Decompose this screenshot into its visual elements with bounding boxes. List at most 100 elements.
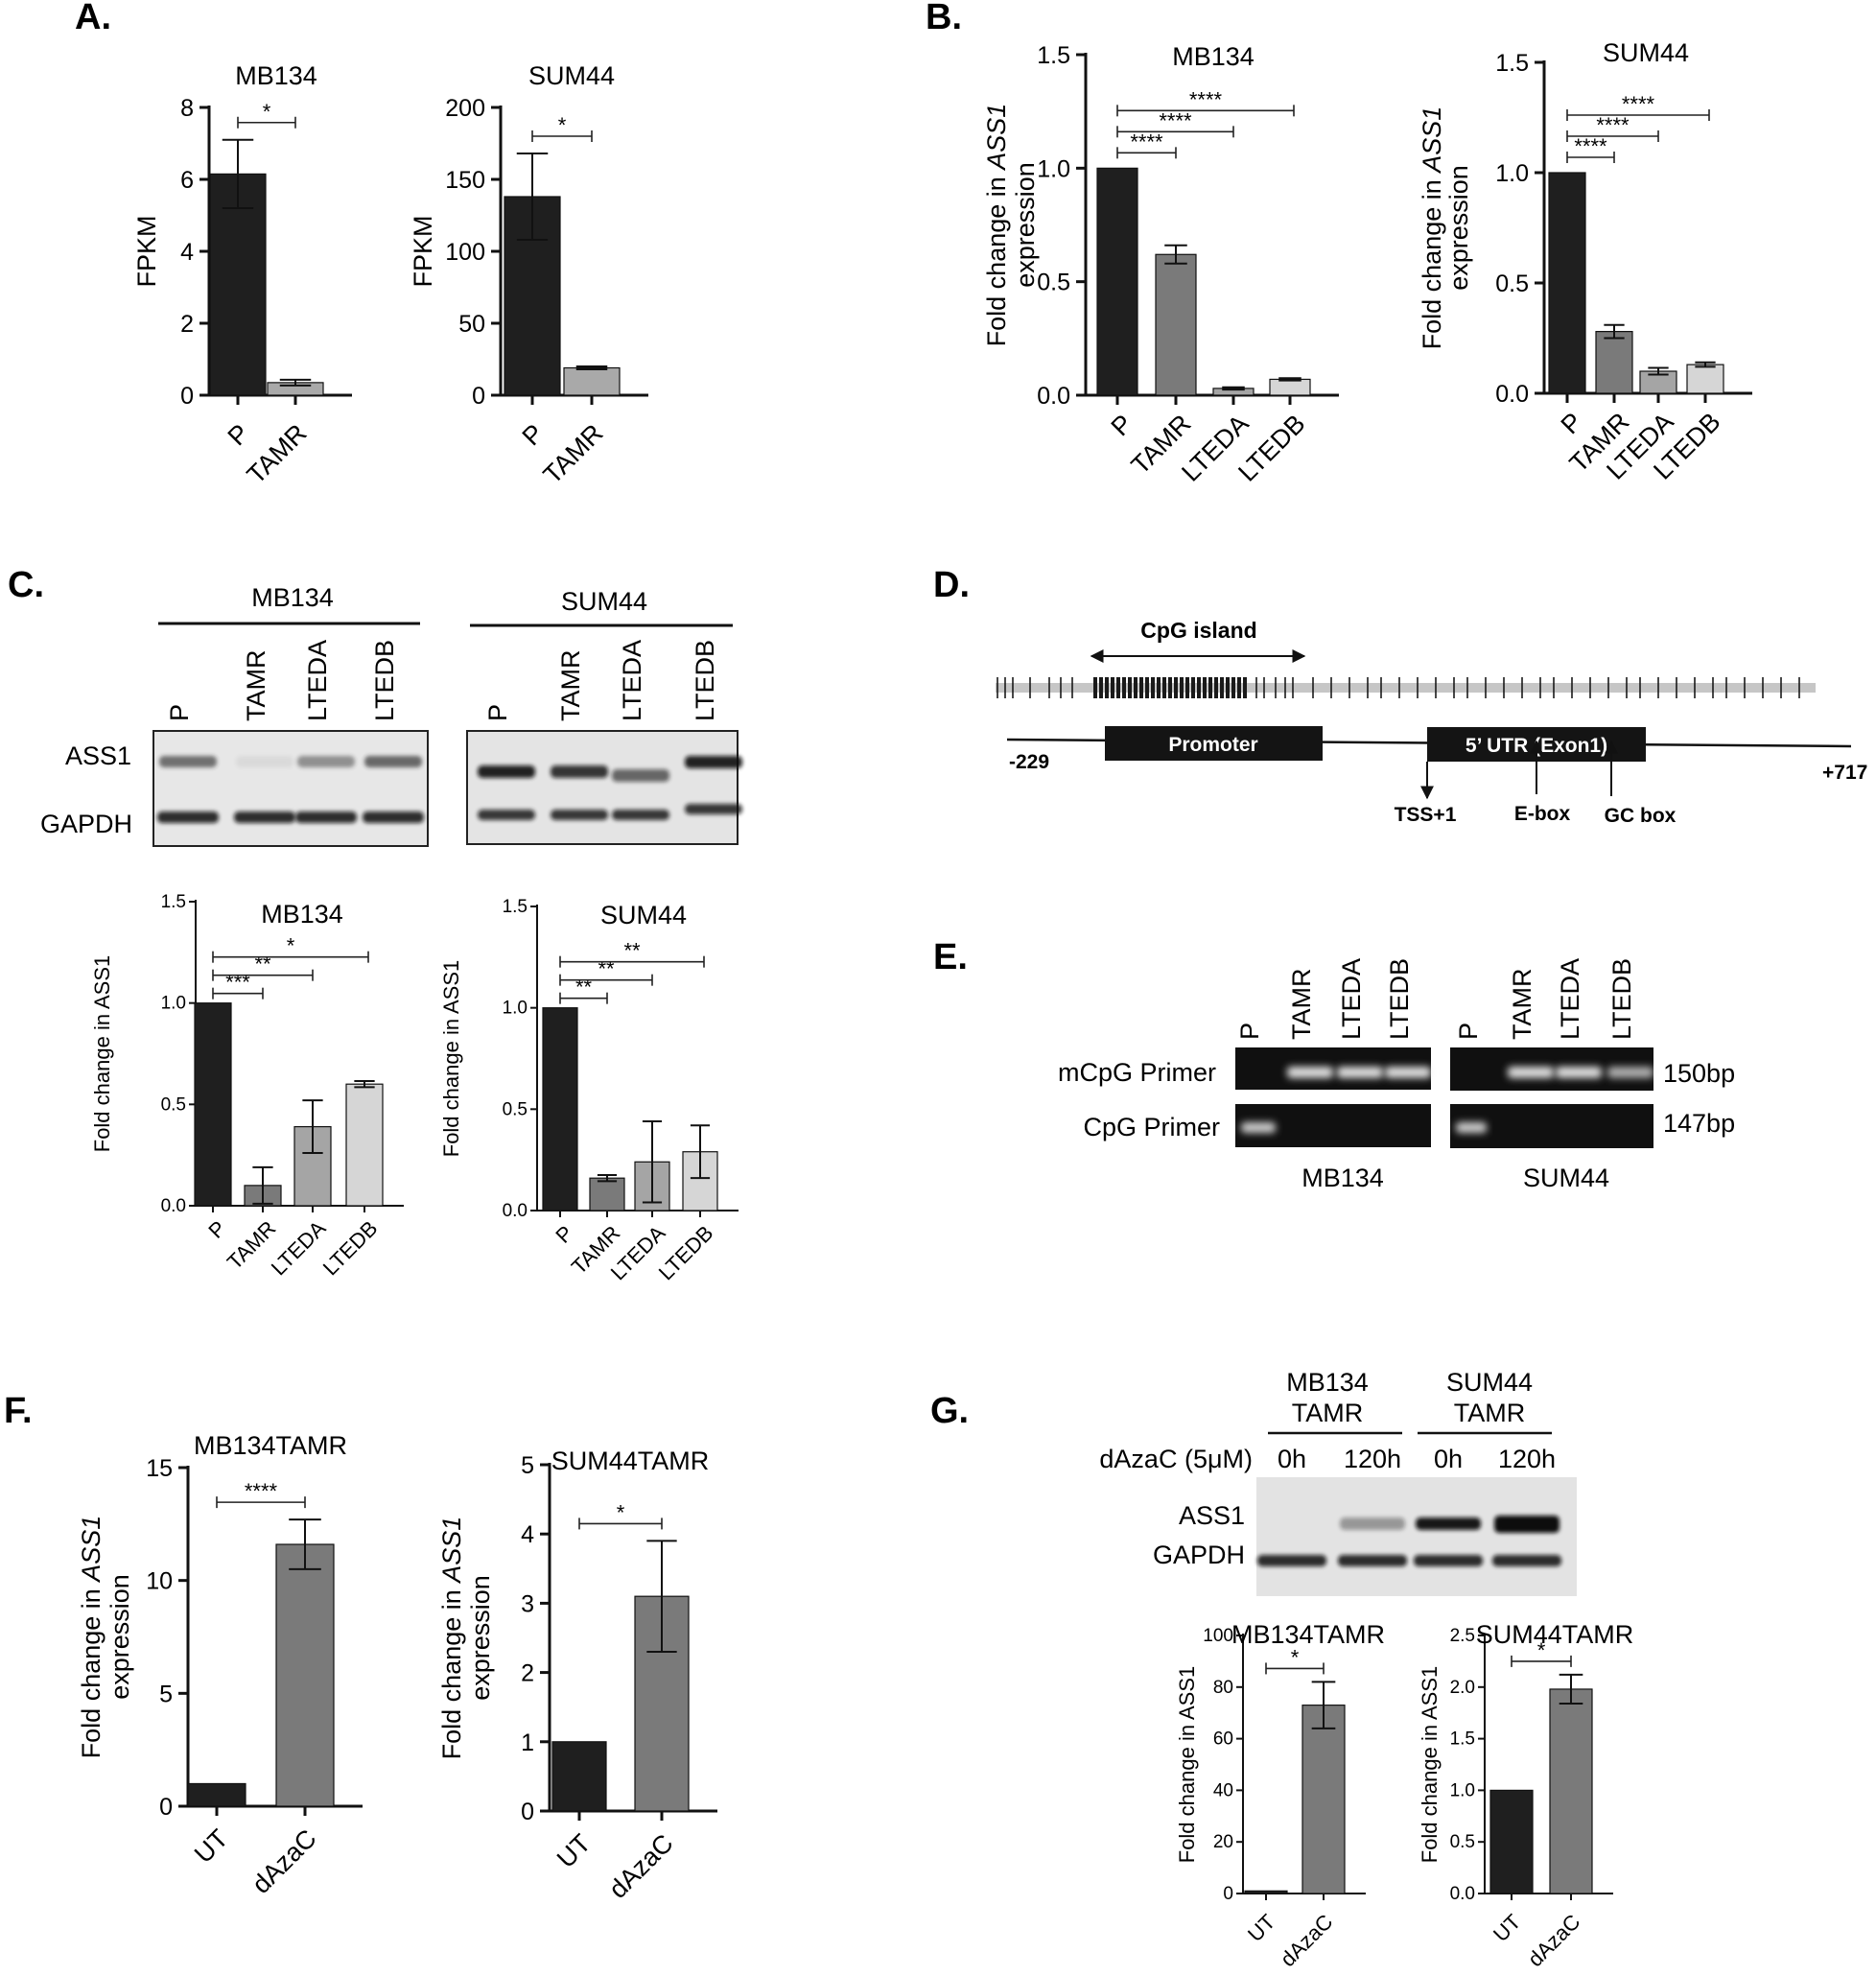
- significance-label: *: [263, 100, 271, 124]
- cpg-site-ticks: [997, 677, 1800, 698]
- y-tick-label: 0.0: [503, 1201, 528, 1221]
- gel-e: P TAMR LTEDA LTEDB P TAMR LTEDA LTEDB mCpG Prim…: [1058, 958, 1735, 1192]
- category-label: dAzaC: [603, 1828, 679, 1904]
- y-tick-label: 15: [146, 1455, 173, 1482]
- significance-label: ****: [1130, 129, 1163, 153]
- bar-p: [542, 1007, 578, 1211]
- significance-label: ****: [1622, 92, 1655, 116]
- category-label: P: [203, 1216, 230, 1243]
- y-tick-label: 60: [1213, 1729, 1233, 1750]
- y-tick-label: 1.0: [1495, 160, 1529, 187]
- lane-label-p: P: [483, 704, 512, 721]
- category-label: P: [551, 1221, 577, 1248]
- y-axis-label: FPKM: [132, 215, 161, 287]
- blot-c-lane-labels-left: P TAMR LTEDA LTEDB: [165, 640, 399, 721]
- gcbox-label: GC box: [1605, 805, 1677, 827]
- band-gapdh: [234, 812, 295, 823]
- y-tick-label: 1.5: [1495, 50, 1529, 77]
- gel-e-lane-labels: P TAMR LTEDA LTEDB P TAMR LTEDA LTEDB: [1235, 958, 1636, 1040]
- band-gapdh: [612, 810, 669, 820]
- band-gapdh: [478, 810, 535, 820]
- band-ass1: [685, 756, 742, 768]
- band-mcpg: [1556, 1067, 1602, 1078]
- chart-title: SUM44: [1603, 38, 1689, 67]
- bar-tamr: [1155, 253, 1197, 396]
- significance-label: **: [623, 939, 641, 963]
- category-label: LTEDB: [654, 1221, 718, 1285]
- category-label: dAzaC: [1276, 1910, 1337, 1971]
- blot-g-treatment: dAzaC (5μM): [1099, 1445, 1253, 1473]
- band-ass1: [297, 756, 355, 767]
- y-axis-label: Fold change in ASS1: [1418, 1666, 1442, 1863]
- y-axis-label: Fold change in ASS1: [437, 1517, 466, 1760]
- bar-tamr: [589, 1177, 625, 1211]
- chart-title: SUM44TAMR: [1476, 1620, 1634, 1649]
- bar-ltedb: [1269, 378, 1311, 396]
- blot-c-lane-labels-right: P TAMR LTEDA LTEDB: [483, 640, 719, 721]
- chart-c-mb134: 0.00.51.01.5 MB134PTAMRLTEDALTEDB******Fo…: [90, 892, 404, 1280]
- category-label: UT: [1489, 1910, 1525, 1946]
- y-tick-label: 0.0: [1450, 1884, 1475, 1904]
- y-tick-label: 100: [1203, 1626, 1233, 1646]
- y-tick-label: 3: [521, 1590, 534, 1617]
- chart-f-mb134tamr: 0 5 10 15 MB134TAMR UT dAzaC **** Fold change in…: [77, 1431, 363, 1899]
- y-tick-label: 0.5: [161, 1094, 186, 1115]
- lane-label-lteda: LTEDA: [618, 640, 646, 721]
- panel-label-a: A.: [75, 0, 111, 37]
- y-tick-label: 0.5: [1037, 270, 1070, 296]
- band-mcpg: [1385, 1067, 1431, 1078]
- y-tick-label: 4: [521, 1521, 534, 1548]
- y-tick-label: 2.5: [1450, 1626, 1475, 1646]
- blot-c-membrane-left: [152, 730, 429, 847]
- y-tick-label: 0: [1223, 1884, 1233, 1904]
- y-tick-label: 0.5: [1450, 1832, 1475, 1852]
- gel-e-size-147: 147bp: [1663, 1109, 1735, 1138]
- gel-e-size-150: 150bp: [1663, 1059, 1735, 1088]
- blot-c: MB134 SUM44 P TAMR LTEDA LTEDB P TAMR LTEDA LT…: [40, 583, 742, 847]
- significance-label: ****: [1574, 134, 1607, 158]
- gene-end-label: +717: [1822, 762, 1867, 784]
- chart-b-mb134: 0.00.51.01.5 MB134PTAMRLTEDALTEDB********…: [982, 42, 1339, 487]
- y-tick-label: 2: [180, 311, 194, 338]
- bar-ltedb: [1686, 364, 1724, 394]
- category-label: dAzaC: [246, 1823, 322, 1899]
- y-tick-label: 0.0: [1037, 383, 1070, 410]
- significance-label: *: [617, 1500, 625, 1524]
- y-axis-label-text: FPKM: [132, 215, 161, 287]
- blot-c-bands: [157, 756, 742, 823]
- lane-label-tamr: TAMR: [1287, 969, 1316, 1041]
- category-label: LTEDA: [267, 1216, 331, 1281]
- band-mcpg: [1508, 1067, 1554, 1078]
- lane-label-p: P: [1235, 1023, 1264, 1040]
- panel-label-f: F.: [4, 1391, 33, 1431]
- band-ass1: [364, 756, 422, 767]
- band-gapdh: [685, 804, 742, 814]
- bar-dazac: [275, 1543, 335, 1807]
- y-tick-label: 1.0: [1450, 1780, 1475, 1800]
- y-axis-label-text: Fold change in ASS1: [1175, 1666, 1199, 1863]
- band-mcpg: [1337, 1067, 1383, 1078]
- panel-label-c: C.: [8, 565, 44, 605]
- significance-label: ****: [1159, 108, 1192, 132]
- y-axis-label: Fold change in ASS1: [77, 1516, 106, 1759]
- y-axis-label-line2: expression: [466, 1575, 495, 1701]
- y-tick-label: 0: [521, 1799, 534, 1825]
- lane-label-p: P: [165, 704, 194, 721]
- chart-title: MB134TAMR: [194, 1431, 347, 1460]
- y-tick-label: 1.5: [1037, 42, 1070, 69]
- y-axis-label-text: Fold change in: [982, 170, 1011, 347]
- cpg-track: [996, 683, 1816, 693]
- category-label: P: [517, 418, 550, 451]
- band-ass1: [159, 756, 217, 767]
- promoter-box: [1105, 726, 1323, 761]
- y-axis-label: Fold change in ASS1: [982, 104, 1011, 347]
- ebox-label: E-box: [1514, 803, 1571, 825]
- chart-title: SUM44: [600, 901, 687, 929]
- cpg-island-label: CpG island: [1140, 618, 1256, 643]
- blot-c-row-ass1: ASS1: [65, 741, 131, 770]
- y-tick-label: 100: [445, 239, 485, 266]
- y-tick-label: 1.0: [161, 994, 186, 1014]
- significance-label: **: [254, 953, 271, 976]
